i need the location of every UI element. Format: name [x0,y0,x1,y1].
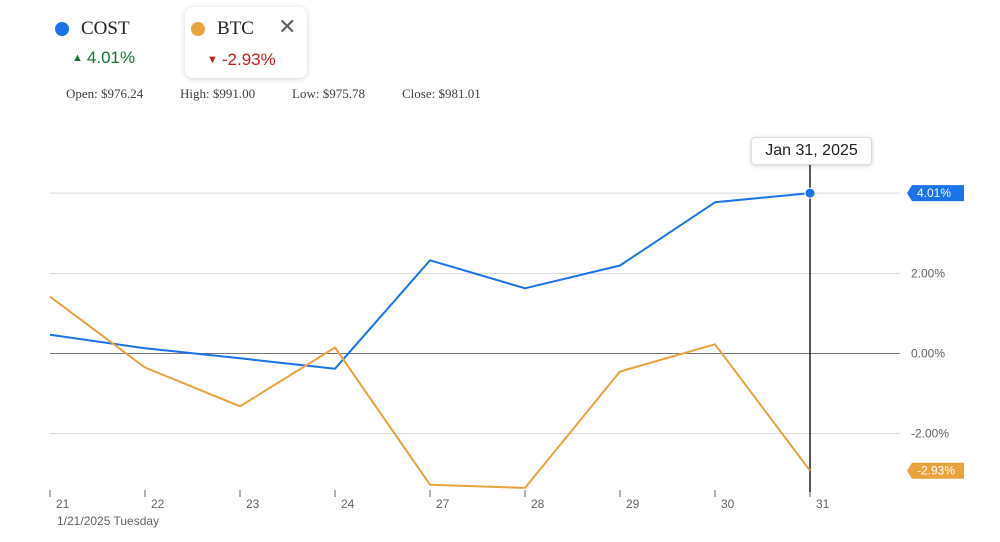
y-tick-label: 0.00% [911,347,945,361]
cost-change: ▲ 4.01% [72,48,135,68]
close-value: Close: $981.01 [402,86,481,101]
data-point [804,187,816,199]
badge-value: 4.01% [917,186,951,200]
arrow-down-icon: ▼ [207,54,218,66]
close-icon[interactable]: ✕ [278,14,297,39]
legend-btc[interactable]: BTC [191,18,254,40]
y-tick-label: -2.00% [911,427,949,441]
x-axis-subtitle: 1/21/2025 Tuesday [57,514,160,528]
x-tick-label: 28 [531,497,545,511]
x-tick-label: 23 [246,497,260,511]
arrow-up-icon: ▲ [72,52,83,64]
cost-change-value: 4.01% [86,48,136,67]
y-tick-label: 2.00% [911,267,945,281]
badge-shape [907,185,964,202]
series-line-cost [49,192,811,370]
x-tick-label: 21 [56,497,70,511]
legend-cost[interactable]: COST [55,18,130,40]
high-value: High: $991.00 [180,86,256,101]
x-tick-label: 22 [151,497,165,511]
open-value: Open: $976.24 [66,86,144,101]
x-tick-label: 24 [341,497,355,511]
cost-dot-icon [55,22,69,36]
crosshair-date-tooltip: Jan 31, 2025 [751,137,872,165]
x-tick-label: 31 [816,497,830,511]
end-value-badge-btc: -2.93% [907,462,964,479]
end-value-badge-cost: 4.01% [907,185,964,202]
btc-dot-icon [191,22,205,36]
btc-symbol: BTC [217,18,254,39]
badge-value: -2.93% [917,464,955,478]
x-tick-label: 30 [721,497,735,511]
btc-change: ▼ -2.93% [207,50,276,70]
cost-symbol: COST [81,18,130,39]
badge-shape [907,462,964,479]
x-tick-label: 29 [626,497,640,511]
btc-change-value: -2.93% [221,50,276,69]
series-line-btc [49,295,811,489]
btc-legend-card[interactable] [185,7,307,78]
x-tick-label: 27 [436,497,450,511]
low-value: Low: $975.78 [292,86,365,101]
